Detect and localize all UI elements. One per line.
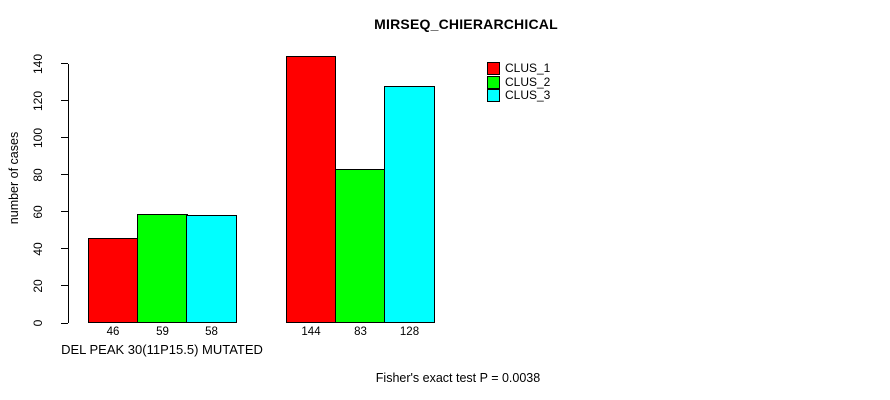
legend-swatch-clus_2 — [487, 75, 500, 89]
bar-value-clus_1-group2: 144 — [301, 326, 321, 338]
bar-clus_1-group1 — [88, 238, 138, 323]
legend-swatch-clus_3 — [487, 88, 500, 102]
bar-clus_1-group2 — [286, 56, 336, 323]
stat-annotation: Fisher's exact test P = 0.0038 — [375, 371, 541, 385]
legend-swatch-clus_1 — [487, 62, 500, 76]
legend: CLUS_1 CLUS_2 CLUS_3 — [487, 62, 550, 102]
legend-label-clus_2: CLUS_2 — [505, 74, 551, 89]
y-tick-label-40: 40 — [31, 242, 45, 256]
y-tick-label-80: 80 — [31, 168, 45, 182]
bar-clus_2-group2 — [335, 169, 386, 323]
bar-value-clus_2-group1: 59 — [156, 326, 169, 338]
bar-value-clus_3-group1: 58 — [205, 326, 218, 338]
legend-item-clus_2: CLUS_2 — [487, 74, 551, 89]
y-tick-label-20: 20 — [31, 279, 45, 293]
y-tick-mark-120 — [61, 100, 68, 102]
y-tick-mark-60 — [61, 211, 68, 213]
category-label-group1: DEL PEAK 30(11P15.5) MUTATED — [61, 342, 263, 357]
bar-clus_3-group1 — [186, 215, 237, 323]
y-axis-line — [68, 63, 69, 323]
y-tick-mark-20 — [61, 285, 68, 287]
y-tick-mark-80 — [61, 174, 68, 176]
y-tick-mark-40 — [61, 248, 68, 250]
legend-item-clus_1: CLUS_1 — [487, 61, 551, 76]
y-axis-title: number of cases — [7, 131, 21, 225]
legend-item-clus_3: CLUS_3 — [487, 87, 551, 102]
legend-label-clus_1: CLUS_1 — [505, 61, 551, 76]
y-tick-label-120: 120 — [31, 90, 45, 111]
y-tick-label-0: 0 — [31, 319, 45, 327]
bar-value-clus_3-group2: 128 — [399, 326, 420, 338]
bar-clus_3-group2 — [384, 86, 435, 323]
bar-clus_2-group1 — [137, 214, 188, 323]
y-tick-mark-100 — [61, 137, 68, 139]
legend-label-clus_3: CLUS_3 — [505, 87, 551, 102]
y-tick-mark-0 — [61, 322, 68, 324]
chart-title: MIRSEQ_CHIERARCHICAL — [374, 16, 558, 32]
y-tick-label-140: 140 — [31, 53, 45, 74]
bar-value-clus_2-group2: 83 — [354, 326, 367, 338]
y-tick-label-60: 60 — [31, 205, 45, 219]
bar-value-clus_1-group1: 46 — [106, 326, 120, 338]
y-tick-label-100: 100 — [31, 127, 45, 148]
y-tick-mark-140 — [61, 63, 68, 64]
